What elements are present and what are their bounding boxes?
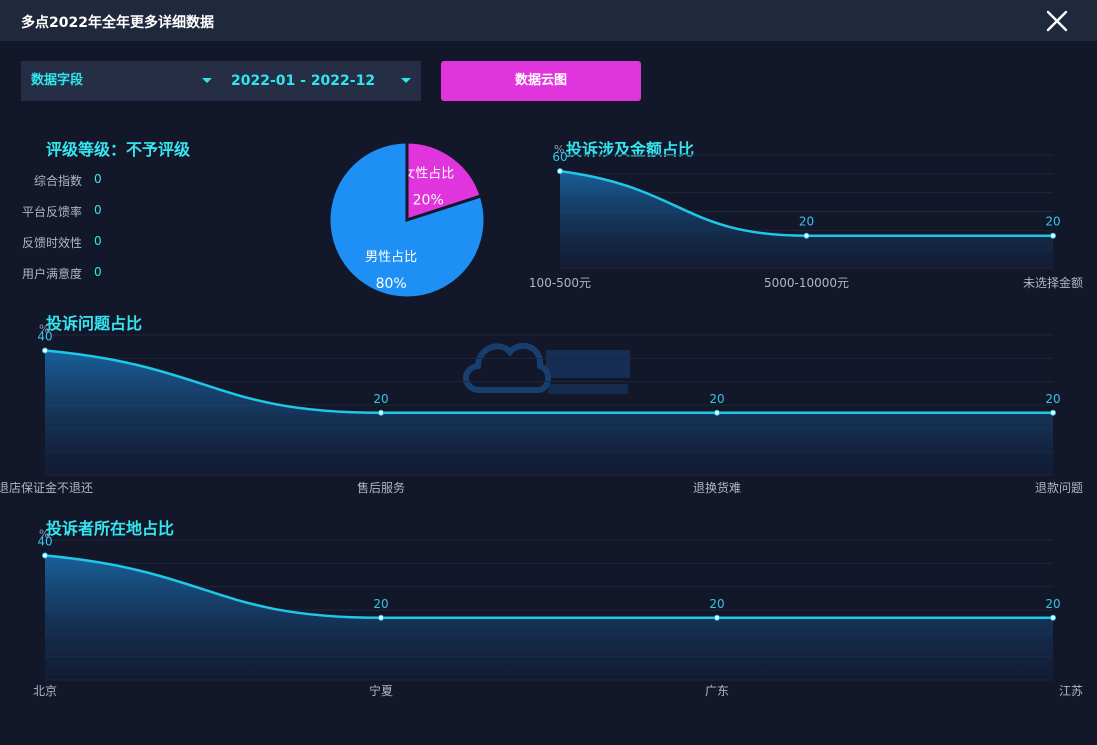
issue-chart-title: 投诉问题占比 [46,314,143,333]
metric-value: 0 [94,203,102,217]
window-title: 多点2022年全年更多详细数据 [21,15,214,31]
data-point [714,614,720,621]
area-chart: %40 北京 20 宁夏 20 广东 20 江苏 [33,528,1083,698]
x-tick-label: 售后服务 [357,480,405,495]
pie-value-label: 20% [413,192,444,208]
chevron-down-icon [401,78,411,83]
metric-row: 综合指数 0 [0,172,120,188]
date-range-select[interactable]: 2022-01 - 2022-12 [231,61,416,101]
axis-unit-label: % [39,323,49,336]
data-point [42,552,48,559]
area-chart: %60 100-500元 20 5000-10000元 20 未选择金额 [529,143,1083,290]
data-point [557,168,563,175]
metric-label: 平台反馈率 [21,205,82,219]
metric-row: 平台反馈率 0 [0,203,120,219]
metric-label: 综合指数 [33,174,82,188]
data-label: 20 [709,392,724,406]
data-label: 20 [709,597,724,611]
data-point [1050,614,1056,621]
metric-label: 用户满意度 [21,267,82,281]
watermark-logo [463,342,630,394]
x-tick-label: 未选择金额 [1023,275,1083,290]
x-tick-label: 广东 [705,684,729,698]
field-select[interactable]: 数据字段 [31,61,212,101]
data-point [378,409,384,416]
pie-slice [327,140,487,300]
data-point [714,409,720,416]
close-icon[interactable] [1045,9,1069,33]
data-label: 20 [373,392,388,406]
axis-unit-label: % [554,143,564,156]
data-point [1050,409,1056,416]
x-tick-label: 退款问题 [1035,481,1083,495]
metric-value: 0 [94,234,102,248]
data-label: 20 [373,597,388,611]
x-tick-label: 北京 [33,684,57,698]
x-tick-label: 5000-10000元 [764,276,849,290]
x-tick-label: 退店保证金不退还 [0,480,93,495]
data-point [378,614,384,621]
data-label: 40 [37,330,52,344]
axis-unit-label: % [39,528,49,541]
metric-row: 反馈时效性 0 [0,234,120,250]
data-point [803,232,810,239]
data-cloud-button[interactable]: 数据云图 [441,61,641,101]
pie-category-label: 男性占比 [365,250,417,265]
data-label: 20 [1045,392,1060,406]
x-tick-label: 100-500元 [529,276,591,290]
metric-label: 反馈时效性 [21,236,82,250]
data-label: 60 [552,150,567,164]
amount-chart-title: 投诉涉及金额占比 [566,140,695,159]
metric-row: 用户满意度 0 [0,265,120,281]
data-point [42,347,48,354]
x-tick-label: 宁夏 [369,683,393,698]
pie-category-label: 女性占比 [402,165,454,181]
filter-bar: 数据字段 2022-01 - 2022-12 [21,61,421,101]
data-point [1050,232,1056,239]
date-range-label: 2022-01 - 2022-12 [231,73,376,89]
data-label: 40 [37,535,52,549]
series-line [44,554,1053,620]
area-fill [560,171,1053,268]
metric-value: 0 [94,172,102,186]
field-select-label: 数据字段 [31,73,84,88]
x-tick-label: 江苏 [1059,684,1083,698]
pie-value-label: 80% [376,276,407,292]
location-chart-title: 投诉者所在地占比 [46,519,175,538]
series-line [44,349,1053,415]
data-label: 20 [1045,597,1060,611]
data-label: 20 [799,215,814,229]
area-chart: %40 退店保证金不退还 20 售后服务 20 退换货难 20 退款问题 [0,323,1083,495]
metric-value: 0 [94,265,102,279]
window-titlebar: 多点2022年全年更多详细数据 [0,0,1097,41]
data-label: 20 [1045,215,1060,229]
rating-title: 评级等级：不予评级 [46,140,191,159]
chevron-down-icon [202,78,212,83]
x-tick-label: 退换货难 [693,480,741,495]
